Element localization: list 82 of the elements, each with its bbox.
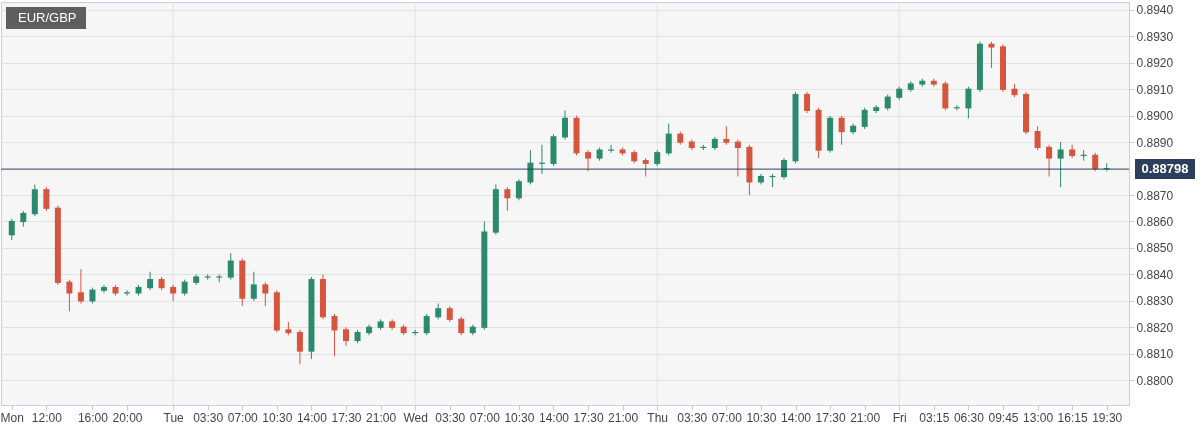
x-tick-label: 03:30 — [435, 410, 466, 425]
x-tick-label: 17:30 — [815, 410, 846, 425]
x-tick-label: 10:30 — [746, 410, 777, 425]
x-tick-label: 07:00 — [711, 410, 743, 425]
candlestick — [423, 313, 430, 336]
x-tick-label: 21:00 — [608, 410, 639, 425]
y-tick-label: 0.8870 — [1136, 188, 1174, 203]
candlestick — [343, 326, 350, 347]
x-tick-label: 10:30 — [504, 410, 535, 425]
candlestick — [458, 316, 465, 336]
candlestick — [838, 115, 845, 146]
x-tick-label: 07:00 — [469, 410, 501, 425]
candlestick — [262, 281, 269, 307]
candlestick — [66, 279, 73, 312]
x-tick-label: 10:30 — [262, 410, 293, 425]
candlestick — [227, 252, 234, 281]
y-tick-label: 0.8860 — [1136, 214, 1174, 229]
y-tick-label: 0.8840 — [1136, 267, 1174, 282]
candlestick — [504, 186, 511, 212]
x-tick-label: 03:15 — [919, 410, 950, 425]
candlestick — [608, 144, 615, 154]
candlestick — [43, 186, 50, 212]
ref-line-label: 0.88798 — [1141, 161, 1189, 177]
candlestick — [723, 125, 730, 146]
x-tick-label: 12:00 — [31, 410, 63, 425]
candlestick — [562, 109, 568, 141]
candlestick — [100, 284, 107, 294]
candlestick — [515, 178, 522, 201]
x-tick-label: 14:00 — [538, 410, 570, 425]
x-tick-label: Wed — [403, 410, 428, 425]
candlestick — [1034, 125, 1041, 151]
candlestick — [250, 271, 257, 302]
candlestick — [988, 41, 995, 69]
candlestick — [1057, 141, 1064, 188]
candlestick — [734, 139, 741, 178]
x-tick-label: 21:00 — [850, 410, 881, 425]
y-tick-label: 0.8920 — [1136, 56, 1174, 71]
x-tick-label: 19:30 — [1092, 410, 1123, 425]
candlestick — [804, 91, 811, 114]
candlestick — [965, 86, 972, 119]
y-tick-label: 0.8900 — [1136, 109, 1174, 124]
x-tick-label: 17:30 — [331, 410, 362, 425]
x-tick-label: 17:30 — [573, 410, 604, 425]
candlestick — [77, 268, 84, 304]
y-tick-label: 0.8930 — [1136, 29, 1174, 44]
x-tick-label: 21:00 — [366, 410, 397, 425]
x-tick-label: 09:45 — [988, 410, 1019, 425]
y-tick-label: 0.8820 — [1136, 320, 1174, 335]
x-tick-label: 13:00 — [1023, 410, 1054, 425]
x-tick-label: 16:00 — [77, 410, 109, 425]
x-tick-label: 16:15 — [1057, 410, 1088, 425]
y-tick-label: 0.8810 — [1136, 347, 1174, 362]
candlestick — [1092, 152, 1099, 172]
y-tick-label: 0.8850 — [1136, 241, 1174, 256]
x-tick-label: Mon — [0, 410, 24, 425]
x-tick-label: 14:00 — [781, 410, 812, 425]
candlestick — [585, 149, 592, 172]
y-tick-label: 0.8940 — [1136, 3, 1174, 18]
x-tick-label: Thu — [647, 410, 669, 425]
candlestick — [642, 157, 649, 178]
y-tick-label: 0.8890 — [1136, 135, 1174, 150]
candlestick — [8, 218, 15, 241]
x-tick-label: 07:00 — [227, 410, 259, 425]
x-tick-label: 03:30 — [193, 410, 224, 425]
x-tick-label: 06:30 — [953, 410, 985, 425]
candlestick — [1046, 144, 1053, 178]
y-tick-label: 0.8800 — [1136, 373, 1174, 388]
text: EUR/GBP — [18, 10, 77, 25]
x-tick-label: Fri — [892, 410, 907, 425]
x-tick-label: 20:00 — [112, 410, 143, 425]
candlestick — [1069, 144, 1076, 159]
candlestick — [665, 123, 672, 156]
candlestick — [296, 329, 303, 365]
x-tick-label: 03:30 — [677, 410, 708, 425]
x-tick-label: 14:00 — [296, 410, 328, 425]
candlestick — [331, 313, 338, 357]
x-tick-label: Tue — [163, 410, 185, 425]
y-tick-label: 0.8830 — [1136, 294, 1174, 309]
candlestick — [170, 284, 177, 302]
candlestick — [147, 271, 154, 291]
candlestick — [861, 107, 868, 130]
y-tick-label: 0.8910 — [1136, 82, 1174, 97]
